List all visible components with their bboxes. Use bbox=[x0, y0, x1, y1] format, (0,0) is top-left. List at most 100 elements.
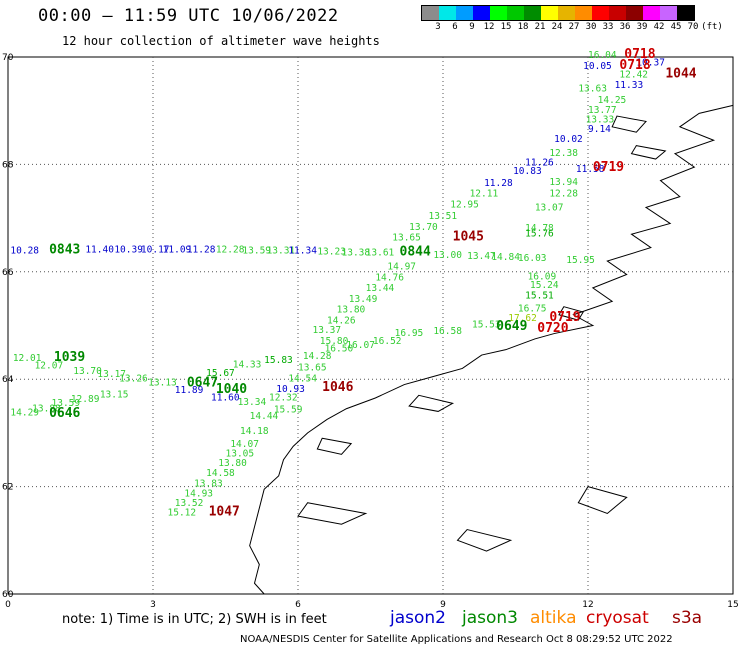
wave-height-reading: 14.76 bbox=[375, 272, 404, 283]
wave-height-reading: 10.37 bbox=[636, 58, 665, 69]
wave-height-reading: 12.32 bbox=[269, 393, 298, 404]
wave-height-reading: 12.89 bbox=[71, 394, 100, 405]
wave-height-reading: 15.80 bbox=[320, 336, 349, 347]
wave-height-reading: 10.28 bbox=[10, 246, 39, 257]
wave-height-reading: 11.26 bbox=[525, 157, 554, 168]
wave-height-reading: 13.80 bbox=[337, 305, 366, 316]
wave-height-reading: 11.34 bbox=[288, 246, 317, 257]
wave-height-reading: 16.07 bbox=[346, 340, 375, 351]
wave-height-reading: 14.54 bbox=[288, 373, 317, 384]
wave-height-reading: 13.59 bbox=[242, 246, 271, 257]
wave-height-reading: 16.52 bbox=[373, 336, 402, 347]
wave-height-reading: 13.44 bbox=[366, 283, 395, 294]
wave-height-reading: 15.24 bbox=[530, 280, 559, 291]
coastline-segment bbox=[630, 145, 667, 160]
wave-height-reading: 13.94 bbox=[549, 177, 578, 188]
legend-swatch bbox=[524, 6, 541, 20]
wave-height-reading: 12.95 bbox=[450, 199, 479, 210]
wave-height-reading: 10.39 bbox=[114, 244, 143, 255]
wave-height-reading: 13.13 bbox=[148, 378, 177, 389]
latitude-tick-label: 66 bbox=[2, 268, 14, 278]
wave-height-reading: 12.28 bbox=[549, 189, 578, 200]
longitude-tick-label: 9 bbox=[440, 600, 446, 610]
wave-height-reading: 16.58 bbox=[433, 326, 462, 337]
wave-height-reading: 12.28 bbox=[216, 244, 245, 255]
legend-swatch bbox=[507, 6, 524, 20]
legend-swatch bbox=[558, 6, 575, 20]
pass-time-label: 0843 bbox=[49, 243, 80, 258]
pass-time-label: 0646 bbox=[49, 406, 80, 421]
wave-height-reading: 12.11 bbox=[470, 189, 499, 200]
wave-height-reading: 10.17 bbox=[141, 244, 170, 255]
legend-swatch bbox=[490, 6, 507, 20]
wave-height-reading: 10.05 bbox=[583, 61, 612, 72]
wave-height-reading: 15.12 bbox=[168, 508, 197, 519]
wave-height-reading: 17.62 bbox=[508, 313, 537, 324]
wave-height-reading: 11.33 bbox=[615, 80, 644, 91]
latitude-tick-label: 70 bbox=[2, 53, 14, 63]
pass-time-label: 0719 bbox=[549, 310, 580, 325]
wave-height-reading: 9.14 bbox=[588, 124, 611, 135]
latitude-tick-label: 60 bbox=[2, 590, 14, 600]
wave-height-reading: 14.29 bbox=[10, 408, 39, 419]
wave-height-reading: 11.58 bbox=[576, 164, 605, 175]
legend-swatch bbox=[660, 6, 677, 20]
wave-height-reading: 12.38 bbox=[549, 148, 578, 159]
legend-swatch bbox=[456, 6, 473, 20]
color-scale-labels: 3 6 9 12 15 18 21 24 27 30 33 36 39 42 45 70 (ft) bbox=[421, 22, 740, 34]
legend-tick-label: 6 bbox=[452, 22, 458, 32]
wave-height-reading: 15.59 bbox=[274, 404, 303, 415]
wave-height-reading: 13.05 bbox=[226, 449, 255, 460]
wave-height-reading: 13.88 bbox=[32, 403, 61, 414]
wave-height-reading: 14.07 bbox=[230, 439, 259, 450]
wave-height-reading: 13.80 bbox=[218, 458, 247, 469]
wave-height-reading: 13.00 bbox=[433, 250, 462, 261]
credit-line: NOAA/NESDIS Center for Satellite Applica… bbox=[240, 634, 673, 645]
longitude-tick-label: 12 bbox=[582, 600, 593, 610]
wave-height-reading: 16.75 bbox=[518, 304, 547, 315]
wave-height-reading: 10.02 bbox=[554, 134, 583, 145]
wave-height-reading: 16.04 bbox=[588, 50, 617, 61]
wave-height-reading: 13.65 bbox=[298, 363, 327, 374]
pass-time-label: 0718 bbox=[624, 47, 655, 62]
wave-height-reading: 13.34 bbox=[238, 397, 267, 408]
longitude-tick-label: 6 bbox=[295, 600, 301, 610]
wave-height-reading: 13.23 bbox=[317, 247, 346, 258]
wave-height-reading: 16.03 bbox=[518, 253, 547, 264]
wave-height-reading: 15.67 bbox=[206, 368, 235, 379]
legend-tick-label: 30 bbox=[585, 22, 597, 32]
wave-height-reading: 11.28 bbox=[484, 178, 513, 189]
latitude-tick-label: 62 bbox=[2, 483, 13, 493]
legend-swatch bbox=[609, 6, 626, 20]
map-title: 00:00 – 11:59 UTC 10/06/2022 bbox=[38, 6, 339, 26]
legend-tick-label: 18 bbox=[517, 22, 529, 32]
wave-height-reading: 12.01 bbox=[13, 353, 42, 364]
legend-tick-label: 12 bbox=[483, 22, 495, 32]
wave-height-reading: 14.33 bbox=[233, 359, 262, 370]
pass-time-label: 1040 bbox=[216, 382, 247, 397]
longitude-tick-label: 15 bbox=[727, 600, 738, 610]
wave-height-reading: 13.38 bbox=[342, 248, 371, 259]
wave-height-reading: 11.89 bbox=[175, 385, 204, 396]
coastline-segment bbox=[408, 394, 455, 412]
pass-time-label: 0649 bbox=[496, 319, 527, 334]
legend-tick-label: 45 bbox=[670, 22, 682, 32]
legend-swatch bbox=[643, 6, 660, 20]
longitude-tick-label: 3 bbox=[150, 600, 156, 610]
wave-height-reading: 13.63 bbox=[578, 83, 607, 94]
legend-tick-label: 3 bbox=[435, 22, 441, 32]
latitude-tick-label: 64 bbox=[2, 375, 14, 385]
legend-tick-label: 36 bbox=[619, 22, 631, 32]
wave-height-reading: 13.47 bbox=[467, 251, 496, 262]
wave-height-reading: 13.49 bbox=[349, 294, 378, 305]
wave-height-reading: 15.95 bbox=[566, 255, 595, 266]
pass-time-label: 1045 bbox=[453, 230, 484, 245]
wave-height-reading: 15.83 bbox=[264, 355, 293, 366]
pass-time-label: 0718 bbox=[619, 58, 650, 73]
legend-tick-label: 33 bbox=[602, 22, 614, 32]
wave-height-reading: 14.78 bbox=[525, 223, 554, 234]
wave-height-reading: 14.97 bbox=[387, 262, 416, 273]
pass-time-label: 0647 bbox=[187, 376, 218, 391]
legend-tick-label: 42 bbox=[653, 22, 665, 32]
color-scale-legend bbox=[421, 5, 695, 21]
